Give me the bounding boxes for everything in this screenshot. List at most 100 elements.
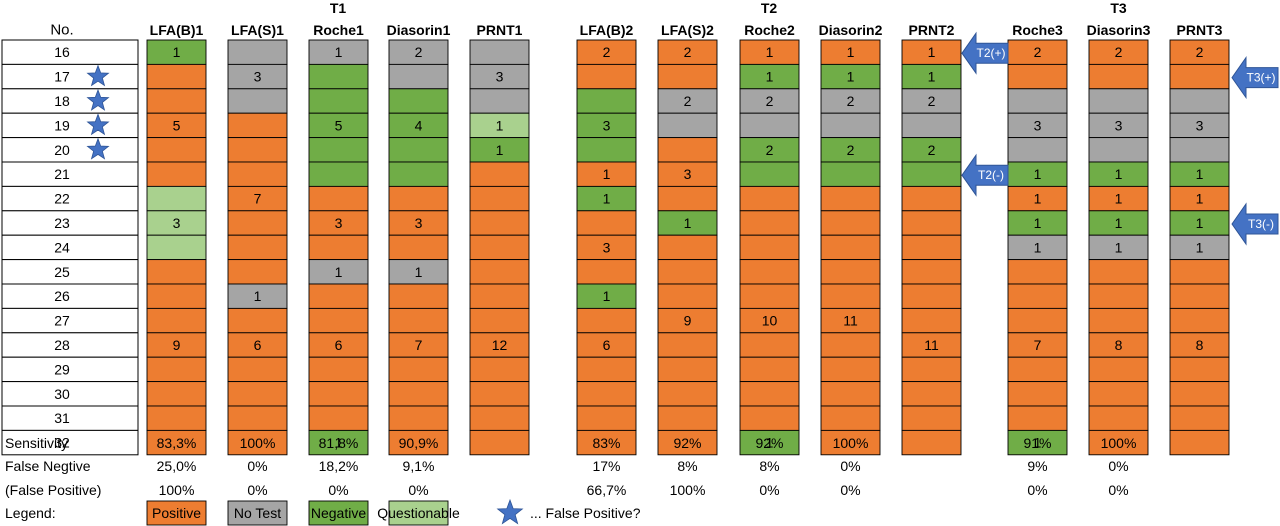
column-header: Diasorin1 xyxy=(387,22,451,38)
cell-positive xyxy=(1169,39,1230,65)
cell-negative xyxy=(739,137,800,163)
cell-positive xyxy=(1088,429,1149,456)
cell-negative xyxy=(1007,429,1068,456)
cell-positive xyxy=(1088,259,1149,285)
cell-no-test xyxy=(227,88,288,114)
cell-negative xyxy=(820,161,881,187)
cell-no-test xyxy=(388,259,449,285)
cell-positive xyxy=(1169,63,1230,90)
legend-item-label: Questionable xyxy=(377,505,460,521)
cell-positive xyxy=(901,356,962,383)
cell-count-label: 2 xyxy=(684,93,692,109)
cell-count-label: 1 xyxy=(1034,435,1042,451)
arrow-left-icon xyxy=(961,153,1009,197)
cell-count-label: 9 xyxy=(173,337,181,353)
cell-no-test xyxy=(1007,234,1068,261)
column-header: Roche3 xyxy=(1012,22,1063,38)
cell-count-label: 3 xyxy=(684,166,692,182)
cell-count-label: 3 xyxy=(1034,117,1042,133)
row-number-cell xyxy=(1,234,139,261)
cell-count-label: 5 xyxy=(173,117,181,133)
cell-positive xyxy=(820,332,881,358)
cell-positive xyxy=(469,405,530,431)
cell-count-label: 2 xyxy=(1115,44,1123,60)
cell-positive xyxy=(901,234,962,261)
cell-positive xyxy=(227,381,288,407)
cell-negative xyxy=(820,63,881,90)
row-number-label: 16 xyxy=(54,44,70,60)
cell-positive xyxy=(1169,307,1230,334)
cell-no-test xyxy=(469,88,530,114)
cell-no-test xyxy=(469,39,530,65)
cell-positive xyxy=(1007,63,1068,90)
cell-positive xyxy=(657,185,718,212)
legend-swatch-no-test xyxy=(227,500,288,526)
cell-positive xyxy=(820,210,881,236)
cell-positive xyxy=(1088,307,1149,334)
cell-positive xyxy=(469,210,530,236)
row-number-cell xyxy=(1,161,139,187)
cell-count-label: 1 xyxy=(415,264,423,280)
cell-positive xyxy=(901,185,962,212)
cell-positive xyxy=(388,283,449,309)
cell-count-label: 1 xyxy=(1034,166,1042,182)
cell-count-label: 1 xyxy=(173,44,181,60)
cell-positive xyxy=(1007,283,1068,309)
cell-count-label: 2 xyxy=(415,44,423,60)
legend-label: Legend: xyxy=(5,505,56,521)
cell-count-label: 1 xyxy=(684,215,692,231)
cell-positive xyxy=(657,332,718,358)
cell-count-label: 1 xyxy=(766,69,774,85)
row-number-label: 31 xyxy=(54,410,70,426)
cell-count-label: 2 xyxy=(847,93,855,109)
cell-negative xyxy=(308,429,369,456)
cell-count-label: 1 xyxy=(1115,166,1123,182)
cell-positive xyxy=(227,332,288,358)
row-number-label: 18 xyxy=(54,93,70,109)
false-positive-star-icon xyxy=(86,64,110,87)
cell-positive xyxy=(308,307,369,334)
cell-count-label: 7 xyxy=(1034,337,1042,353)
cell-no-test xyxy=(227,63,288,90)
cell-negative xyxy=(308,88,369,114)
cell-negative xyxy=(739,161,800,187)
cell-positive xyxy=(146,63,207,90)
cell-no-test xyxy=(739,88,800,114)
false-positive-star-icon xyxy=(86,113,110,136)
cell-positive xyxy=(657,161,718,187)
cell-positive xyxy=(657,137,718,163)
cell-count-label: 12 xyxy=(492,337,508,353)
stat-value: 100% xyxy=(240,435,276,451)
cell-count-label: 11 xyxy=(924,337,939,353)
cell-count-label: 3 xyxy=(1196,117,1204,133)
cell-positive xyxy=(308,356,369,383)
cell-positive xyxy=(308,405,369,431)
cell-negative xyxy=(308,161,369,187)
cell-negative xyxy=(469,137,530,163)
cell-positive xyxy=(901,307,962,334)
cell-positive xyxy=(308,283,369,309)
arrow-left-icon xyxy=(961,31,1009,75)
column-header: LFA(B)1 xyxy=(150,22,204,38)
cell-positive xyxy=(146,161,207,187)
cell-count-label: 1 xyxy=(847,69,855,85)
cell-no-test xyxy=(1007,88,1068,114)
cell-no-test xyxy=(1169,112,1230,139)
cell-negative xyxy=(1007,161,1068,187)
cell-positive xyxy=(657,381,718,407)
cell-positive xyxy=(1088,332,1149,358)
cell-positive xyxy=(739,381,800,407)
cell-positive xyxy=(388,307,449,334)
cell-count-label: 1 xyxy=(1196,239,1204,255)
legend-swatch-positive xyxy=(146,500,207,526)
cell-positive xyxy=(901,332,962,358)
cell-negative xyxy=(739,63,800,90)
cell-no-test xyxy=(901,88,962,114)
cell-no-test xyxy=(657,88,718,114)
stat-value: 81,8% xyxy=(319,435,359,451)
row-number-label: 30 xyxy=(54,386,70,402)
row-number-cell xyxy=(1,381,139,407)
cell-positive xyxy=(1088,283,1149,309)
cell-positive xyxy=(146,88,207,114)
cell-no-test xyxy=(820,88,881,114)
